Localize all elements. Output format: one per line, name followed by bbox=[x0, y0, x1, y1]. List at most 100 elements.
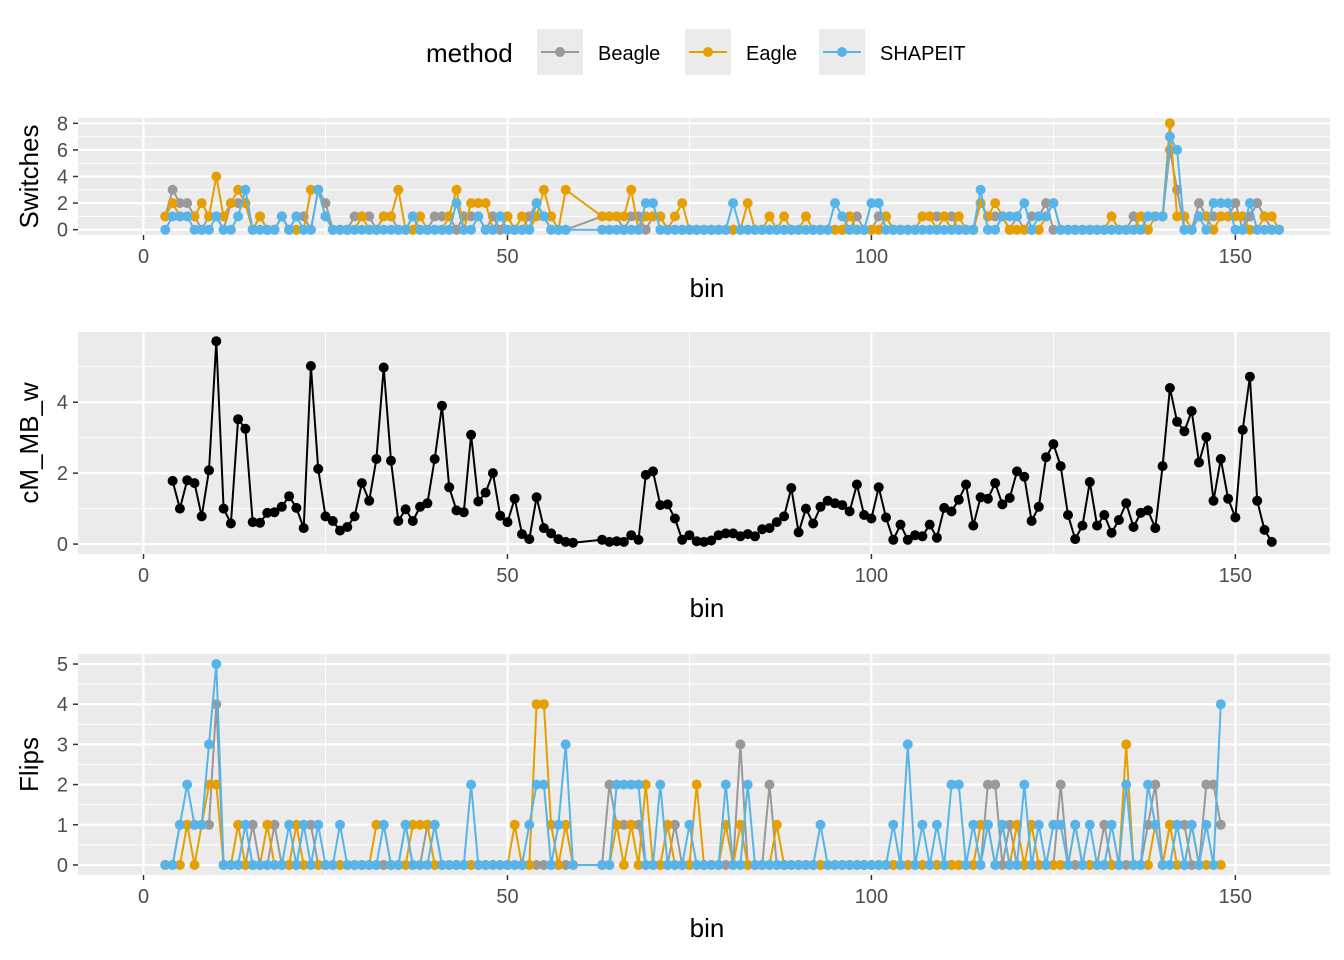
data-point-shapeit bbox=[786, 860, 797, 870]
data-point-series bbox=[1157, 461, 1168, 472]
data-point-series bbox=[1172, 416, 1183, 427]
series-series bbox=[167, 336, 1277, 548]
data-point-shapeit bbox=[327, 224, 338, 235]
data-point-series bbox=[1143, 505, 1153, 516]
data-point-eagle bbox=[378, 211, 389, 222]
data-point-shapeit bbox=[750, 224, 760, 235]
data-point-shapeit bbox=[378, 224, 389, 235]
data-point-shapeit bbox=[757, 224, 768, 235]
data-point-series bbox=[669, 513, 680, 524]
data-point-beagle bbox=[1128, 211, 1139, 222]
data-point-shapeit bbox=[604, 224, 615, 235]
data-point-shapeit bbox=[793, 224, 804, 235]
data-point-shapeit bbox=[204, 224, 214, 235]
data-point-shapeit bbox=[298, 819, 309, 830]
data-point-beagle bbox=[720, 860, 731, 870]
data-point-shapeit bbox=[1128, 224, 1139, 235]
data-point-series bbox=[779, 511, 790, 522]
data-point-eagle bbox=[189, 860, 200, 870]
data-point-shapeit bbox=[961, 860, 971, 870]
data-point-eagle bbox=[553, 860, 564, 870]
series-shapeit bbox=[160, 131, 1284, 235]
data-point-shapeit bbox=[1070, 224, 1081, 235]
data-point-series bbox=[240, 423, 251, 434]
data-point-shapeit bbox=[502, 860, 513, 870]
data-point-shapeit bbox=[939, 224, 950, 235]
data-point-shapeit bbox=[706, 224, 717, 235]
data-point-series bbox=[276, 501, 287, 512]
data-point-beagle bbox=[204, 819, 214, 830]
data-point-eagle bbox=[240, 860, 251, 870]
data-point-shapeit bbox=[218, 860, 229, 870]
data-point-eagle bbox=[1121, 739, 1132, 750]
data-point-shapeit bbox=[1179, 860, 1190, 870]
data-point-shapeit bbox=[633, 779, 644, 790]
data-point-eagle bbox=[262, 819, 273, 830]
data-point-series bbox=[1194, 457, 1204, 468]
data-point-eagle bbox=[524, 860, 535, 870]
data-point-shapeit bbox=[160, 860, 171, 870]
data-point-shapeit bbox=[750, 860, 760, 870]
x-tick-label: 100 bbox=[855, 246, 888, 268]
data-point-shapeit bbox=[204, 739, 214, 750]
data-point-series bbox=[1164, 383, 1175, 393]
data-point-series bbox=[931, 532, 942, 543]
data-point-shapeit bbox=[473, 860, 484, 870]
data-point-eagle bbox=[204, 211, 214, 222]
data-point-shapeit bbox=[917, 819, 928, 830]
data-point-series bbox=[233, 414, 244, 425]
data-point-series bbox=[437, 400, 447, 411]
data-point-series bbox=[1179, 426, 1190, 437]
data-point-shapeit bbox=[677, 224, 688, 235]
data-point-shapeit bbox=[444, 224, 455, 235]
data-point-series bbox=[247, 517, 258, 528]
data-point-eagle bbox=[946, 860, 957, 870]
y-tick-label: 5 bbox=[57, 654, 68, 676]
data-point-shapeit bbox=[1230, 224, 1241, 235]
data-point-beagle bbox=[167, 184, 178, 195]
x-tick-label: 50 bbox=[496, 246, 518, 268]
data-point-shapeit bbox=[305, 860, 316, 870]
data-point-shapeit bbox=[1055, 224, 1066, 235]
data-point-shapeit bbox=[262, 224, 273, 235]
data-point-shapeit bbox=[975, 860, 986, 870]
data-point-eagle bbox=[771, 819, 782, 830]
data-point-shapeit bbox=[982, 819, 993, 830]
data-point-beagle bbox=[1004, 819, 1015, 830]
data-point-eagle bbox=[233, 184, 244, 195]
data-point-series bbox=[495, 510, 506, 521]
x-tick-label: 150 bbox=[1219, 565, 1252, 587]
data-point-shapeit bbox=[1004, 211, 1015, 222]
data-point-shapeit bbox=[458, 224, 469, 235]
data-point-shapeit bbox=[713, 224, 724, 235]
data-point-shapeit bbox=[648, 198, 658, 209]
data-point-shapeit bbox=[553, 224, 564, 235]
data-point-shapeit bbox=[662, 860, 673, 870]
data-point-shapeit bbox=[327, 860, 338, 870]
data-point-shapeit bbox=[502, 224, 513, 235]
data-point-shapeit bbox=[975, 184, 986, 195]
data-point-eagle bbox=[305, 184, 316, 195]
data-point-series bbox=[851, 479, 862, 490]
data-point-shapeit bbox=[611, 224, 622, 235]
data-point-shapeit bbox=[931, 224, 942, 235]
data-point-shapeit bbox=[1157, 860, 1168, 870]
data-point-eagle bbox=[1033, 224, 1044, 235]
data-point-beagle bbox=[1201, 779, 1212, 790]
data-point-eagle bbox=[975, 819, 986, 830]
data-point-beagle bbox=[997, 860, 1008, 870]
x-tick-label: 150 bbox=[1219, 246, 1252, 268]
data-point-shapeit bbox=[400, 224, 411, 235]
data-point-beagle bbox=[851, 211, 862, 222]
data-point-shapeit bbox=[291, 211, 302, 222]
data-point-eagle bbox=[728, 224, 739, 235]
data-point-series bbox=[473, 496, 484, 507]
data-point-shapeit bbox=[1026, 860, 1037, 870]
data-point-eagle bbox=[407, 819, 418, 830]
data-point-shapeit bbox=[444, 860, 455, 870]
data-point-eagle bbox=[873, 224, 884, 235]
data-point-series bbox=[888, 534, 899, 545]
data-point-eagle bbox=[1164, 819, 1175, 830]
data-point-beagle bbox=[764, 779, 775, 790]
data-point-shapeit bbox=[1084, 224, 1095, 235]
